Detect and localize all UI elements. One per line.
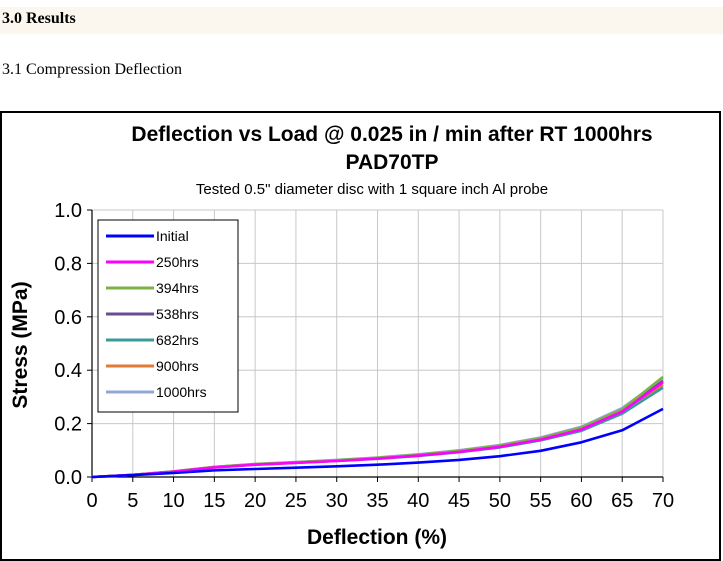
series-line-250hrs bbox=[91, 381, 664, 479]
series-line-initial bbox=[91, 407, 664, 479]
legend-label: 394hrs bbox=[156, 280, 199, 296]
y-tick-label: 0.0 bbox=[54, 467, 82, 489]
chart-title-line2: PAD70TP bbox=[346, 151, 439, 174]
chart-frame: Deflection vs Load @ 0.025 in / min afte… bbox=[0, 111, 721, 561]
legend: Initial 250hrs 394hrs 538hrs 682hrs 900hrs 100… bbox=[97, 219, 239, 413]
legend-label: 900hrs bbox=[156, 358, 199, 374]
x-tick-label: 25 bbox=[285, 490, 307, 512]
x-tick-label: 55 bbox=[530, 490, 552, 512]
legend-label: 538hrs bbox=[156, 306, 199, 322]
legend-label: 250hrs bbox=[156, 254, 199, 270]
x-tick-label: 70 bbox=[652, 490, 674, 512]
legend-label: 682hrs bbox=[156, 332, 199, 348]
x-tick-label: 45 bbox=[448, 490, 470, 512]
x-tick-label: 60 bbox=[570, 490, 592, 512]
y-tick-label: 0.6 bbox=[54, 307, 82, 329]
x-axis-label: Deflection (%) bbox=[307, 526, 447, 549]
y-tick-label: 0.4 bbox=[54, 360, 82, 382]
y-tick-label: 1.0 bbox=[54, 200, 82, 222]
x-tick-label: 20 bbox=[244, 490, 266, 512]
series-lines bbox=[91, 375, 664, 479]
chart-title: Deflection vs Load @ 0.025 in / min afte… bbox=[131, 123, 652, 146]
x-tick-label: 5 bbox=[127, 490, 138, 512]
y-axis-label: Stress (MPa) bbox=[9, 281, 32, 408]
axis-ticks: 0 5 10 15 20 25 30 35 40 45 50 55 60 65 70 0.0 0.2 0.4 0.6… bbox=[54, 200, 674, 512]
grid-lines bbox=[92, 209, 664, 477]
x-tick-label: 40 bbox=[407, 490, 429, 512]
x-tick-label: 30 bbox=[326, 490, 348, 512]
chart-subtitle: Tested 0.5" diameter disc with 1 square … bbox=[196, 181, 548, 198]
x-tick-label: 65 bbox=[611, 490, 633, 512]
x-tick-label: 50 bbox=[489, 490, 511, 512]
y-tick-label: 0.8 bbox=[54, 253, 82, 275]
x-tick-label: 0 bbox=[86, 490, 97, 512]
x-tick-label: 35 bbox=[366, 490, 388, 512]
subsection-title: 3.1 Compression Deflection bbox=[2, 61, 182, 78]
legend-box bbox=[97, 219, 239, 413]
section-title: 3.0 Results bbox=[2, 10, 76, 27]
x-tick-label: 10 bbox=[162, 490, 184, 512]
y-tick-label: 0.2 bbox=[54, 414, 82, 436]
legend-label: Initial bbox=[156, 228, 189, 244]
section-header-bar bbox=[0, 7, 723, 34]
x-tick-label: 15 bbox=[203, 490, 225, 512]
legend-label: 1000hrs bbox=[156, 384, 207, 400]
deflection-load-chart: Deflection vs Load @ 0.025 in / min afte… bbox=[9, 123, 674, 549]
